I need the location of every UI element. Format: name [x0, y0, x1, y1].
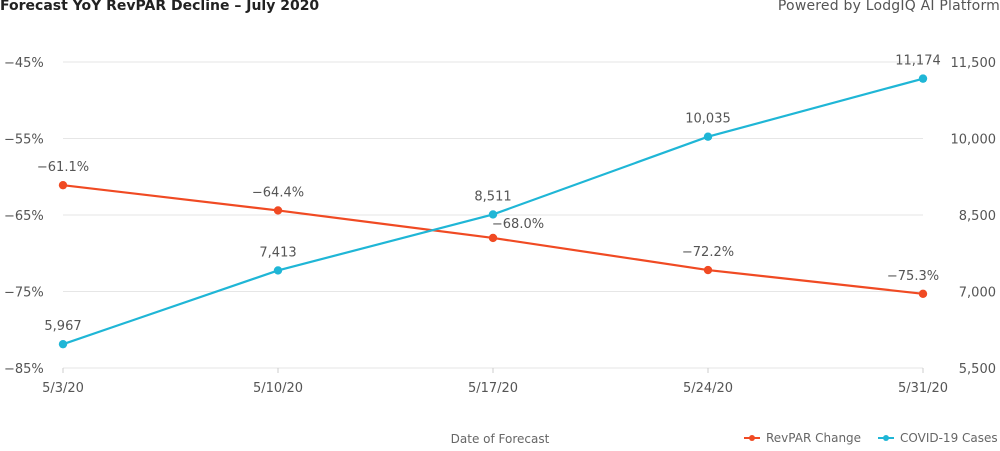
revpar-data-label: −72.2%: [682, 245, 734, 260]
revpar-point: [488, 233, 498, 243]
left-tick-label: −75%: [4, 286, 44, 301]
covid-point: [703, 132, 713, 141]
right-tick-label: 11,500: [951, 56, 997, 71]
right-tick-label: 10,000: [951, 133, 997, 148]
revpar-data-label: −68.0%: [492, 217, 544, 232]
revpar-point: [58, 180, 68, 190]
x-axis-ticks: 5/3/20 5/10/20 5/17/20 5/24/20 5/31/20: [42, 381, 948, 396]
revpar-data-label: −64.4%: [252, 185, 304, 200]
legend-swatch-dot: [749, 435, 755, 441]
left-tick-label: −55%: [4, 133, 44, 148]
right-tick-label: 7,000: [959, 286, 996, 301]
x-tick-label: 5/10/20: [253, 381, 303, 396]
covid-data-label: 11,174: [895, 54, 941, 69]
x-tick-label: 5/24/20: [683, 381, 733, 396]
data-labels: −61.1% −64.4% −68.0% −72.2% −75.3% 5,967 7,413…: [37, 54, 941, 335]
revpar-point: [918, 289, 928, 298]
x-tick-label: 5/3/20: [42, 381, 84, 396]
left-tick-label: −45%: [4, 56, 44, 71]
legend-swatch-dot: [883, 435, 889, 441]
left-axis-ticks: −85% −75% −65% −55% −45%: [4, 56, 44, 377]
series-lines: [58, 74, 928, 349]
left-tick-label: −85%: [4, 362, 44, 377]
powered-by-label: Powered by LodgIQ AI Platform: [777, 0, 1000, 14]
revpar-point: [273, 206, 283, 215]
covid-point: [918, 74, 928, 83]
right-tick-label: 8,500: [959, 209, 996, 224]
legend-label: COVID-19 Cases: [900, 431, 998, 445]
chart-title: Forecast YoY RevPAR Decline – July 2020: [0, 0, 320, 14]
legend: RevPAR Change COVID-19 Cases: [744, 431, 998, 445]
left-tick-label: −65%: [4, 209, 44, 224]
revpar-data-label: −75.3%: [887, 269, 939, 284]
covid-point: [273, 266, 283, 275]
x-tick-label: 5/31/20: [898, 381, 948, 396]
right-axis-ticks: 5,500 7,000 8,500 10,000 11,500: [951, 56, 997, 377]
covid-data-label: 10,035: [685, 112, 731, 127]
covid-point: [58, 339, 68, 349]
covid-data-label: 8,511: [474, 189, 511, 204]
covid-data-label: 7,413: [259, 245, 296, 260]
x-tick-label: 5/17/20: [468, 381, 518, 396]
revpar-point: [703, 265, 713, 275]
revpar-data-label: −61.1%: [37, 160, 89, 175]
covid-data-label: 5,967: [44, 319, 81, 334]
x-axis-title: Date of Forecast: [451, 432, 550, 446]
legend-label: RevPAR Change: [766, 431, 861, 445]
covid-point: [488, 210, 498, 219]
right-tick-label: 5,500: [959, 362, 996, 377]
